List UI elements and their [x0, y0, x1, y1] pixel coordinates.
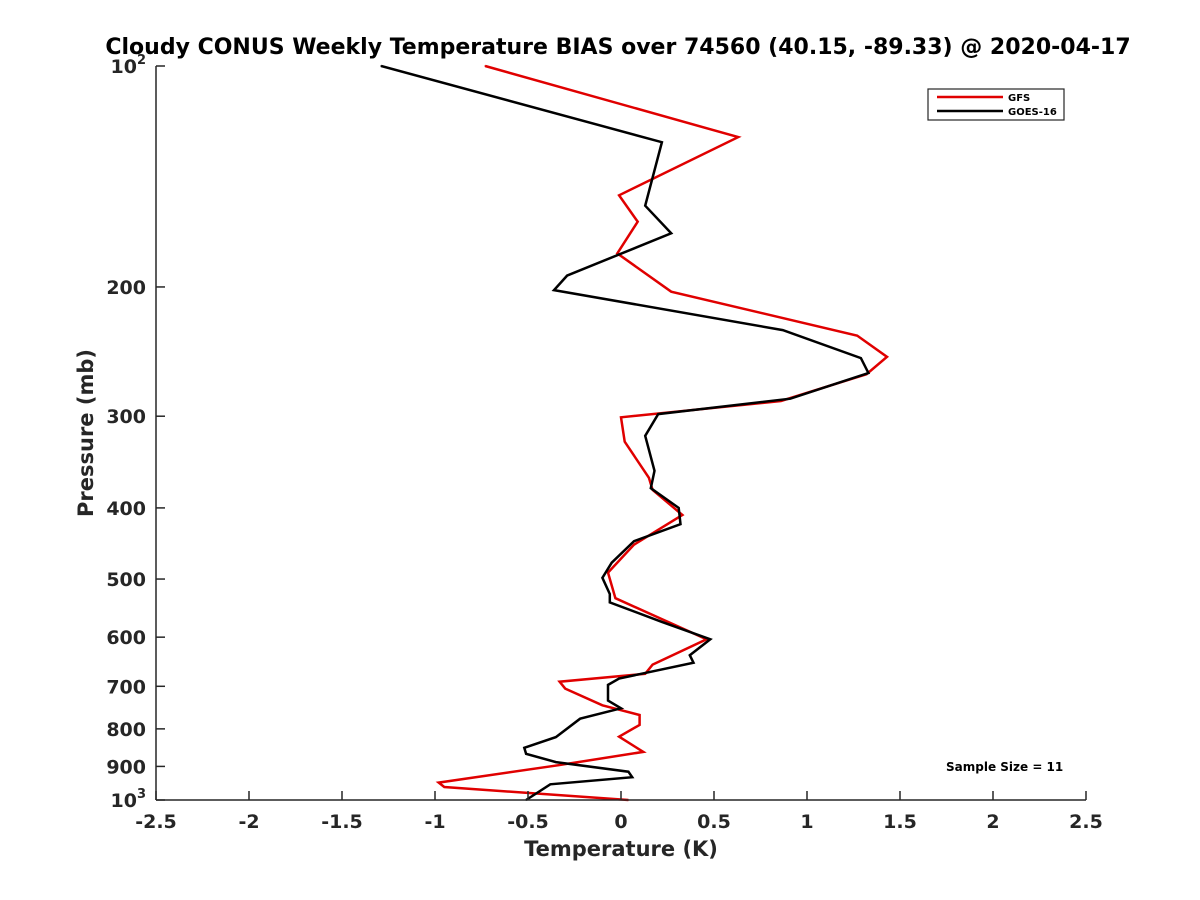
x-tick-label: 0 — [614, 811, 627, 833]
data-point-goes16-12 — [653, 470, 656, 472]
data-point-goes16-26 — [607, 684, 609, 686]
data-point-goes16-11 — [644, 435, 646, 437]
sample-size-annotation: Sample Size = 11 — [946, 760, 1063, 774]
data-point-gfs-25 — [638, 714, 641, 716]
x-tick-label: -2 — [238, 811, 259, 833]
data-point-gfs-22 — [558, 680, 561, 683]
data-point-gfs-17 — [614, 597, 617, 599]
data-point-goes16-9 — [789, 397, 792, 400]
data-point-gfs-6 — [856, 334, 858, 337]
data-point-goes16-21 — [661, 621, 663, 623]
y-tick-label: 400 — [106, 498, 146, 520]
data-point-goes16-6 — [782, 329, 784, 331]
data-point-gfs-1 — [737, 136, 739, 138]
data-point-goes16-22 — [709, 638, 712, 641]
x-tick-label: -0.5 — [507, 811, 549, 833]
data-point-gfs-7 — [886, 356, 888, 358]
y-tick-label: 103 — [111, 787, 147, 812]
y-tick-label: 500 — [106, 569, 146, 591]
data-point-gfs-26 — [638, 724, 641, 726]
data-point-goes16-7 — [860, 357, 862, 359]
data-point-gfs-12 — [648, 477, 650, 479]
y-tick-label: 200 — [106, 277, 146, 299]
x-tick-label: 1 — [800, 811, 813, 833]
data-point-gfs-20 — [651, 663, 654, 666]
data-point-goes16-5 — [553, 289, 555, 291]
data-point-goes16-3 — [670, 232, 672, 235]
y-tick-label: 600 — [106, 627, 146, 649]
data-point-gfs-24 — [601, 704, 604, 707]
data-point-goes16-33 — [555, 761, 557, 763]
data-point-gfs-29 — [557, 764, 559, 767]
data-point-goes16-34 — [627, 770, 630, 773]
data-point-goes16-29 — [579, 717, 581, 720]
data-point-gfs-18 — [661, 618, 663, 620]
data-point-goes16-17 — [610, 561, 613, 564]
data-point-gfs-30 — [437, 781, 440, 784]
data-point-gfs-11 — [623, 440, 626, 443]
x-tick-label: 1.5 — [883, 811, 917, 833]
y-tick-label: 300 — [106, 406, 146, 428]
data-point-gfs-10 — [620, 416, 622, 419]
data-point-goes16-18 — [601, 577, 604, 579]
x-tick-label: -2.5 — [135, 811, 177, 833]
data-point-goes16-4 — [566, 274, 568, 277]
data-point-goes16-28 — [620, 707, 622, 710]
chart-title: Cloudy CONUS Weekly Temperature BIAS ove… — [105, 35, 1130, 60]
data-point-goes16-30 — [555, 736, 557, 738]
data-point-goes16-0 — [380, 65, 382, 67]
data-point-goes16-36 — [549, 783, 552, 786]
legend-label-goes16: GOES-16 — [1008, 107, 1057, 118]
y-axis-label: Pressure (mb) — [74, 349, 98, 517]
data-point-gfs-3 — [636, 220, 639, 223]
data-point-goes16-35 — [631, 776, 633, 778]
data-point-goes16-32 — [525, 753, 527, 755]
x-tick-label: -1 — [424, 811, 445, 833]
legend: GFS GOES-16 — [927, 88, 1065, 121]
data-point-gfs-5 — [670, 290, 672, 293]
x-tick-label: 2 — [986, 811, 999, 833]
data-point-goes16-23 — [689, 654, 691, 656]
data-point-gfs-16 — [607, 571, 609, 574]
data-point-goes16-1 — [661, 141, 663, 143]
data-point-gfs-23 — [564, 687, 566, 690]
y-tick-label: 102 — [111, 53, 147, 78]
y-tick-label: 800 — [106, 719, 146, 741]
data-point-goes16-19 — [609, 593, 611, 595]
legend-box — [927, 88, 1065, 121]
data-point-gfs-31 — [443, 786, 446, 788]
data-point-goes16-8 — [867, 372, 870, 374]
data-point-gfs-27 — [618, 735, 620, 738]
data-point-goes16-20 — [609, 601, 611, 604]
data-point-gfs-28 — [642, 751, 645, 753]
data-point-goes16-13 — [650, 487, 652, 490]
data-point-goes16-25 — [618, 677, 620, 680]
data-point-goes16-27 — [607, 699, 609, 702]
series-line-goes16 — [380, 64, 871, 802]
data-point-goes16-15 — [679, 523, 682, 525]
series-line-gfs — [435, 64, 890, 802]
x-axis-ticks: -2.5 -2 -1.5 -1 -0.5 0 0.5 1 1.5 2 2.5 — [135, 791, 1103, 833]
x-tick-label: -1.5 — [321, 811, 363, 833]
data-point-goes16-10 — [657, 413, 659, 415]
data-point-gfs-14 — [681, 514, 684, 516]
data-point-gfs-15 — [633, 543, 635, 546]
x-tick-label: 0.5 — [697, 811, 731, 833]
legend-label-gfs: GFS — [1008, 93, 1030, 104]
data-point-goes16-16 — [633, 540, 635, 542]
data-point-goes16-31 — [523, 747, 526, 749]
data-point-gfs-2 — [618, 194, 620, 197]
data-point-gfs-0 — [484, 65, 487, 67]
y-tick-label: 700 — [106, 676, 146, 698]
x-axis-label: Temperature (K) — [524, 837, 718, 861]
data-point-goes16-14 — [677, 507, 680, 509]
plot-area — [380, 64, 890, 802]
y-tick-label: 900 — [106, 756, 146, 778]
data-point-goes16-2 — [644, 204, 646, 207]
x-tick-label: 2.5 — [1069, 811, 1103, 833]
data-point-goes16-24 — [692, 661, 695, 664]
